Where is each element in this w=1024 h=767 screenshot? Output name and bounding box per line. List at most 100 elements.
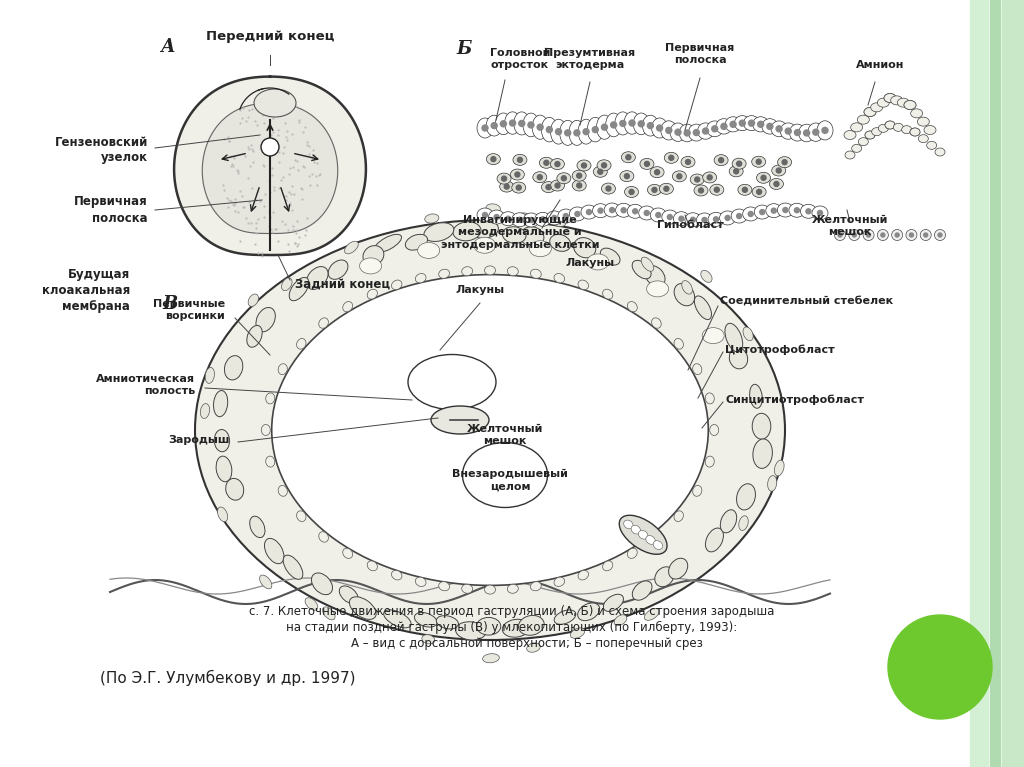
Ellipse shape <box>817 210 822 216</box>
Ellipse shape <box>647 123 653 129</box>
Ellipse shape <box>425 214 439 223</box>
Ellipse shape <box>910 128 920 136</box>
Ellipse shape <box>644 161 649 166</box>
Ellipse shape <box>708 212 724 226</box>
Ellipse shape <box>600 249 620 265</box>
Ellipse shape <box>666 127 672 133</box>
Ellipse shape <box>627 204 643 219</box>
Ellipse shape <box>201 403 210 419</box>
Text: Первичная
полоска: Первичная полоска <box>75 196 148 225</box>
Ellipse shape <box>870 103 883 112</box>
Ellipse shape <box>852 233 856 237</box>
Ellipse shape <box>710 424 719 436</box>
Ellipse shape <box>551 159 564 170</box>
Ellipse shape <box>391 571 402 580</box>
Ellipse shape <box>732 158 746 170</box>
Ellipse shape <box>513 154 527 166</box>
Ellipse shape <box>514 112 529 135</box>
Text: Головной
отросток: Головной отросток <box>489 48 550 70</box>
Ellipse shape <box>550 217 566 226</box>
Ellipse shape <box>554 274 564 283</box>
Ellipse shape <box>655 212 660 218</box>
Ellipse shape <box>921 229 931 241</box>
Ellipse shape <box>692 486 701 496</box>
Ellipse shape <box>502 176 507 181</box>
Ellipse shape <box>642 115 658 136</box>
Ellipse shape <box>582 163 587 168</box>
Ellipse shape <box>593 204 608 218</box>
Ellipse shape <box>660 120 677 140</box>
Ellipse shape <box>406 235 428 250</box>
Ellipse shape <box>692 364 701 374</box>
Ellipse shape <box>517 157 522 163</box>
Ellipse shape <box>297 511 306 522</box>
Ellipse shape <box>486 115 502 136</box>
Ellipse shape <box>750 384 762 408</box>
Ellipse shape <box>264 538 284 564</box>
Ellipse shape <box>605 113 622 137</box>
Ellipse shape <box>362 245 384 265</box>
Ellipse shape <box>213 390 227 416</box>
Ellipse shape <box>510 169 524 180</box>
Ellipse shape <box>668 215 673 219</box>
Ellipse shape <box>606 186 611 191</box>
Ellipse shape <box>924 233 928 237</box>
Ellipse shape <box>554 610 575 624</box>
Ellipse shape <box>776 126 782 132</box>
Ellipse shape <box>866 233 870 237</box>
Ellipse shape <box>488 210 505 224</box>
Ellipse shape <box>756 160 761 164</box>
Ellipse shape <box>878 229 889 241</box>
Ellipse shape <box>681 156 695 167</box>
Ellipse shape <box>482 212 487 218</box>
Ellipse shape <box>891 96 903 105</box>
Ellipse shape <box>782 160 787 165</box>
Text: Соединительный стебелек: Соединительный стебелек <box>720 297 893 307</box>
Ellipse shape <box>790 124 806 141</box>
Bar <box>1002 0 1024 767</box>
Ellipse shape <box>195 220 785 640</box>
Ellipse shape <box>532 115 548 140</box>
Ellipse shape <box>742 207 759 221</box>
Ellipse shape <box>564 130 570 136</box>
Ellipse shape <box>884 94 896 103</box>
Ellipse shape <box>528 122 534 128</box>
Ellipse shape <box>574 212 580 216</box>
Ellipse shape <box>569 120 585 145</box>
Ellipse shape <box>739 120 745 126</box>
Ellipse shape <box>702 128 709 134</box>
Text: Гипобласт: Гипобласт <box>656 220 723 230</box>
Ellipse shape <box>652 187 657 193</box>
Ellipse shape <box>674 511 683 522</box>
Ellipse shape <box>217 507 227 522</box>
Ellipse shape <box>685 160 690 164</box>
Ellipse shape <box>769 179 783 189</box>
Ellipse shape <box>674 338 683 349</box>
Ellipse shape <box>702 328 724 344</box>
Ellipse shape <box>812 206 828 220</box>
Ellipse shape <box>629 189 634 194</box>
Ellipse shape <box>518 213 531 222</box>
Ellipse shape <box>601 163 606 168</box>
Ellipse shape <box>702 172 717 183</box>
Ellipse shape <box>640 159 654 170</box>
Ellipse shape <box>924 126 936 134</box>
Ellipse shape <box>804 130 810 136</box>
Ellipse shape <box>757 173 770 183</box>
Ellipse shape <box>838 233 842 237</box>
Ellipse shape <box>598 170 603 174</box>
Ellipse shape <box>512 182 525 193</box>
Ellipse shape <box>910 128 920 136</box>
Ellipse shape <box>719 158 724 163</box>
Ellipse shape <box>844 130 856 140</box>
Ellipse shape <box>650 166 665 178</box>
Ellipse shape <box>265 456 274 467</box>
Ellipse shape <box>690 174 705 185</box>
Ellipse shape <box>456 622 486 640</box>
Ellipse shape <box>476 617 501 635</box>
Ellipse shape <box>651 118 668 138</box>
Ellipse shape <box>560 120 575 145</box>
Ellipse shape <box>633 113 649 135</box>
Text: Лакуны: Лакуны <box>565 258 614 268</box>
Ellipse shape <box>674 283 694 306</box>
